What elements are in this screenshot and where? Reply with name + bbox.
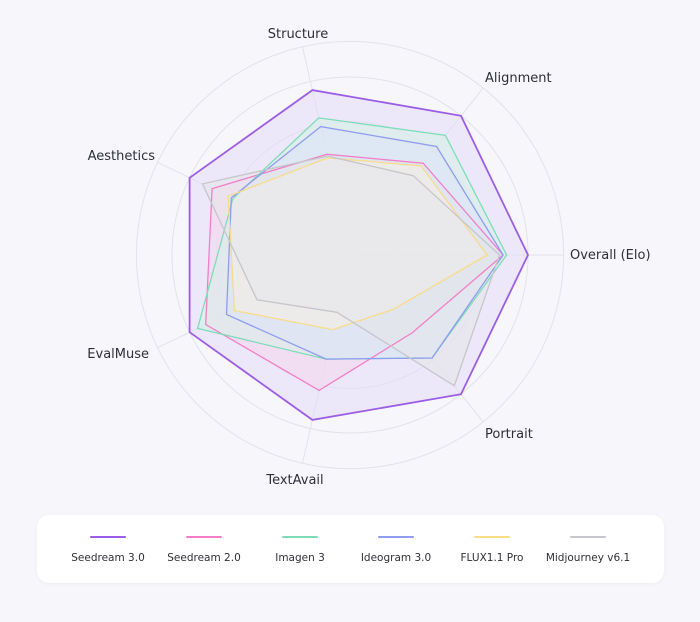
series-outline-ideogram-3-0 bbox=[225, 125, 504, 360]
legend-item-seedream-3[interactable]: Seedream 3.0 bbox=[53, 515, 163, 583]
legend-swatch-ideogram-3 bbox=[378, 536, 414, 538]
legend-item-flux-pro[interactable]: FLUX1.1 Pro bbox=[437, 515, 547, 583]
axis-label-aesthetics: Aesthetics bbox=[88, 149, 156, 164]
legend-swatch-seedream-2 bbox=[186, 536, 222, 538]
legend-swatch-seedream-3 bbox=[90, 536, 126, 538]
axis-label-structure: Structure bbox=[268, 27, 328, 42]
legend-item-seedream-2[interactable]: Seedream 2.0 bbox=[149, 515, 259, 583]
legend-swatch-imagen-3 bbox=[282, 536, 318, 538]
legend-label-ideogram-3: Ideogram 3.0 bbox=[360, 552, 432, 564]
axis-labels: Overall (Elo) Portrait TextAvail EvalMus… bbox=[87, 27, 650, 488]
axis-label-overall-elo: Overall (Elo) bbox=[570, 248, 651, 263]
legend-label-imagen-3: Imagen 3 bbox=[275, 552, 325, 564]
series-outline-seedream-3-0 bbox=[188, 89, 529, 421]
legend-label-flux-pro: FLUX1.1 Pro bbox=[460, 552, 524, 564]
legend-swatch-midjourney bbox=[570, 536, 606, 538]
series-outline-seedream-2-0 bbox=[205, 153, 505, 392]
legend-item-ideogram-3[interactable]: Ideogram 3.0 bbox=[341, 515, 451, 583]
axis-label-textavail: TextAvail bbox=[265, 473, 323, 488]
radar-series bbox=[188, 89, 529, 421]
axis-label-evalmuse: EvalMuse bbox=[87, 347, 149, 362]
axis-label-alignment: Alignment bbox=[485, 71, 552, 86]
legend-item-imagen-3[interactable]: Imagen 3 bbox=[245, 515, 355, 583]
radar-chart: Overall (Elo) Portrait TextAvail EvalMus… bbox=[87, 27, 650, 488]
axis-label-portrait: Portrait bbox=[485, 427, 533, 442]
legend-label-seedream-2: Seedream 2.0 bbox=[167, 552, 241, 564]
series-outline-flux1-1-pro bbox=[227, 157, 489, 331]
legend: Seedream 3.0 Seedream 2.0 Imagen 3 Ideog… bbox=[37, 515, 664, 583]
legend-item-midjourney[interactable]: Midjourney v6.1 bbox=[533, 515, 643, 583]
series-outline-midjourney-v6-1 bbox=[201, 155, 501, 387]
legend-label-seedream-3: Seedream 3.0 bbox=[71, 552, 145, 564]
legend-label-midjourney: Midjourney v6.1 bbox=[545, 552, 631, 564]
series-area-midjourney-v6-1 bbox=[202, 156, 500, 386]
legend-swatch-flux-pro bbox=[474, 536, 510, 538]
